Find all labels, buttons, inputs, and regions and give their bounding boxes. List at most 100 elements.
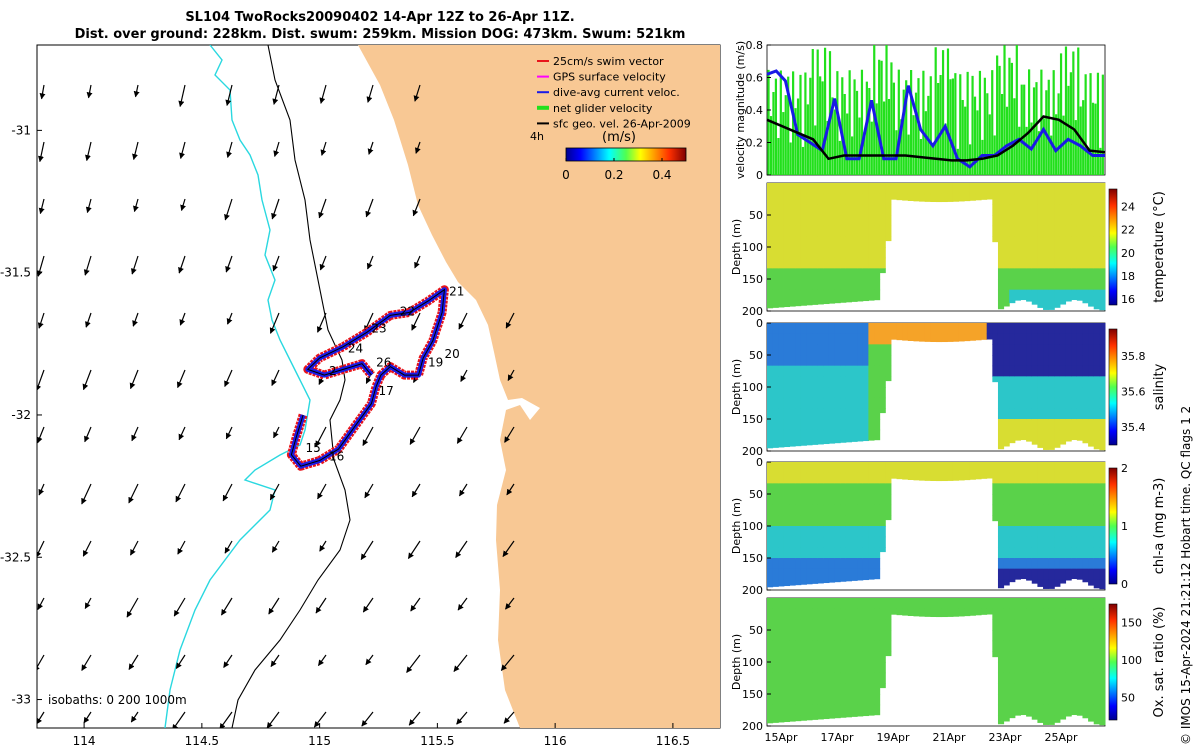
section-cell bbox=[1009, 183, 1016, 195]
section-cell bbox=[1076, 193, 1083, 205]
section-cell bbox=[795, 419, 802, 431]
section-cell bbox=[840, 494, 847, 506]
section-cell bbox=[1076, 183, 1083, 195]
geo-arrow bbox=[180, 198, 186, 212]
section-cell bbox=[1071, 289, 1078, 301]
section-cell bbox=[1048, 462, 1055, 474]
section-cell bbox=[862, 225, 869, 237]
section-cell bbox=[812, 472, 819, 484]
section-cell bbox=[1065, 598, 1072, 610]
section-cell bbox=[800, 515, 807, 527]
section-cell bbox=[806, 504, 813, 516]
section-cell bbox=[1065, 683, 1072, 695]
section-cell bbox=[1043, 397, 1050, 409]
section-cell bbox=[874, 193, 881, 205]
geo-arrow bbox=[38, 198, 45, 215]
section-cell bbox=[1076, 225, 1083, 237]
section-cell bbox=[778, 440, 785, 448]
section-cell bbox=[767, 608, 774, 620]
geo-arrow bbox=[313, 711, 327, 728]
section-cell bbox=[1059, 683, 1067, 695]
section-cell bbox=[981, 183, 988, 195]
section-cell bbox=[772, 704, 779, 716]
section-cell bbox=[1088, 672, 1095, 684]
geo-arrow bbox=[39, 84, 46, 100]
section-cell bbox=[1076, 397, 1083, 409]
section-cell bbox=[992, 183, 999, 195]
section-cell bbox=[778, 704, 785, 716]
section-cell bbox=[845, 365, 852, 377]
day-label: 19 bbox=[428, 356, 443, 370]
section-cell bbox=[879, 323, 886, 335]
section-cell bbox=[1037, 183, 1044, 195]
section-cell bbox=[817, 504, 824, 516]
section-cell bbox=[874, 683, 881, 695]
section-cell bbox=[1071, 387, 1078, 399]
date-tick-label: 21Apr bbox=[932, 731, 966, 744]
section-cell bbox=[874, 236, 881, 248]
section-cell bbox=[1059, 536, 1067, 548]
section-cell bbox=[795, 215, 802, 227]
section-cell bbox=[1031, 279, 1038, 291]
section-cell bbox=[1014, 662, 1021, 674]
geo-arrow bbox=[126, 597, 139, 618]
section-cell bbox=[947, 183, 954, 195]
section-cell bbox=[806, 579, 813, 585]
section-cell bbox=[795, 183, 802, 195]
section-cell bbox=[845, 462, 852, 474]
section-cell bbox=[778, 289, 785, 301]
section-cell bbox=[817, 462, 824, 474]
section-cell bbox=[879, 344, 886, 356]
geo-arrow bbox=[128, 483, 139, 504]
section-cell bbox=[817, 376, 824, 388]
section-cell bbox=[941, 462, 948, 474]
section-cell bbox=[851, 300, 858, 302]
section-cell bbox=[1031, 715, 1038, 720]
section-cell bbox=[1065, 568, 1072, 580]
section-cell bbox=[1031, 662, 1038, 674]
geo-arrow bbox=[178, 426, 186, 441]
section-cell bbox=[874, 619, 881, 631]
section-cell bbox=[874, 247, 881, 259]
section-cell bbox=[913, 598, 920, 610]
glider-track bbox=[290, 288, 446, 467]
section-cell bbox=[783, 619, 791, 631]
section-cell bbox=[795, 598, 802, 610]
section-cell bbox=[1054, 662, 1061, 674]
section-cell bbox=[828, 472, 836, 484]
section-cell bbox=[992, 640, 999, 652]
section-cell bbox=[795, 279, 802, 291]
section-cell bbox=[845, 483, 852, 495]
section-cell bbox=[862, 323, 869, 335]
map-y-tick-label: -31 bbox=[11, 123, 31, 137]
section-cell bbox=[997, 704, 1005, 716]
section-cell bbox=[767, 568, 774, 580]
section-cell bbox=[1076, 494, 1083, 506]
section-cell bbox=[1054, 683, 1061, 695]
section-cell bbox=[783, 494, 791, 506]
section-cell bbox=[812, 547, 819, 559]
velocity-y-ticks: 00.20.40.60.8 bbox=[746, 39, 771, 182]
section-cell bbox=[879, 547, 886, 553]
section-cell bbox=[992, 204, 999, 216]
section-cell bbox=[1048, 598, 1055, 610]
section-cell bbox=[1076, 683, 1083, 695]
map-x-tick-label: 114.5 bbox=[185, 734, 219, 748]
section-cell bbox=[772, 526, 779, 538]
date-tick-label: 17Apr bbox=[820, 731, 854, 744]
section-cell bbox=[1093, 683, 1100, 695]
section-cell bbox=[812, 630, 819, 642]
section-cell bbox=[772, 204, 779, 216]
legend-entry: 25cm/s swim vector bbox=[553, 55, 664, 68]
section-cell bbox=[1093, 408, 1100, 420]
section-cell bbox=[828, 694, 836, 706]
section-cell bbox=[795, 504, 802, 516]
section-cell bbox=[789, 619, 796, 631]
section-cell bbox=[1031, 547, 1038, 559]
section-cell bbox=[772, 558, 779, 570]
section-cell bbox=[806, 547, 813, 559]
section-cell bbox=[1020, 472, 1027, 484]
section-cell bbox=[1026, 536, 1033, 548]
section-cell bbox=[1059, 344, 1067, 356]
